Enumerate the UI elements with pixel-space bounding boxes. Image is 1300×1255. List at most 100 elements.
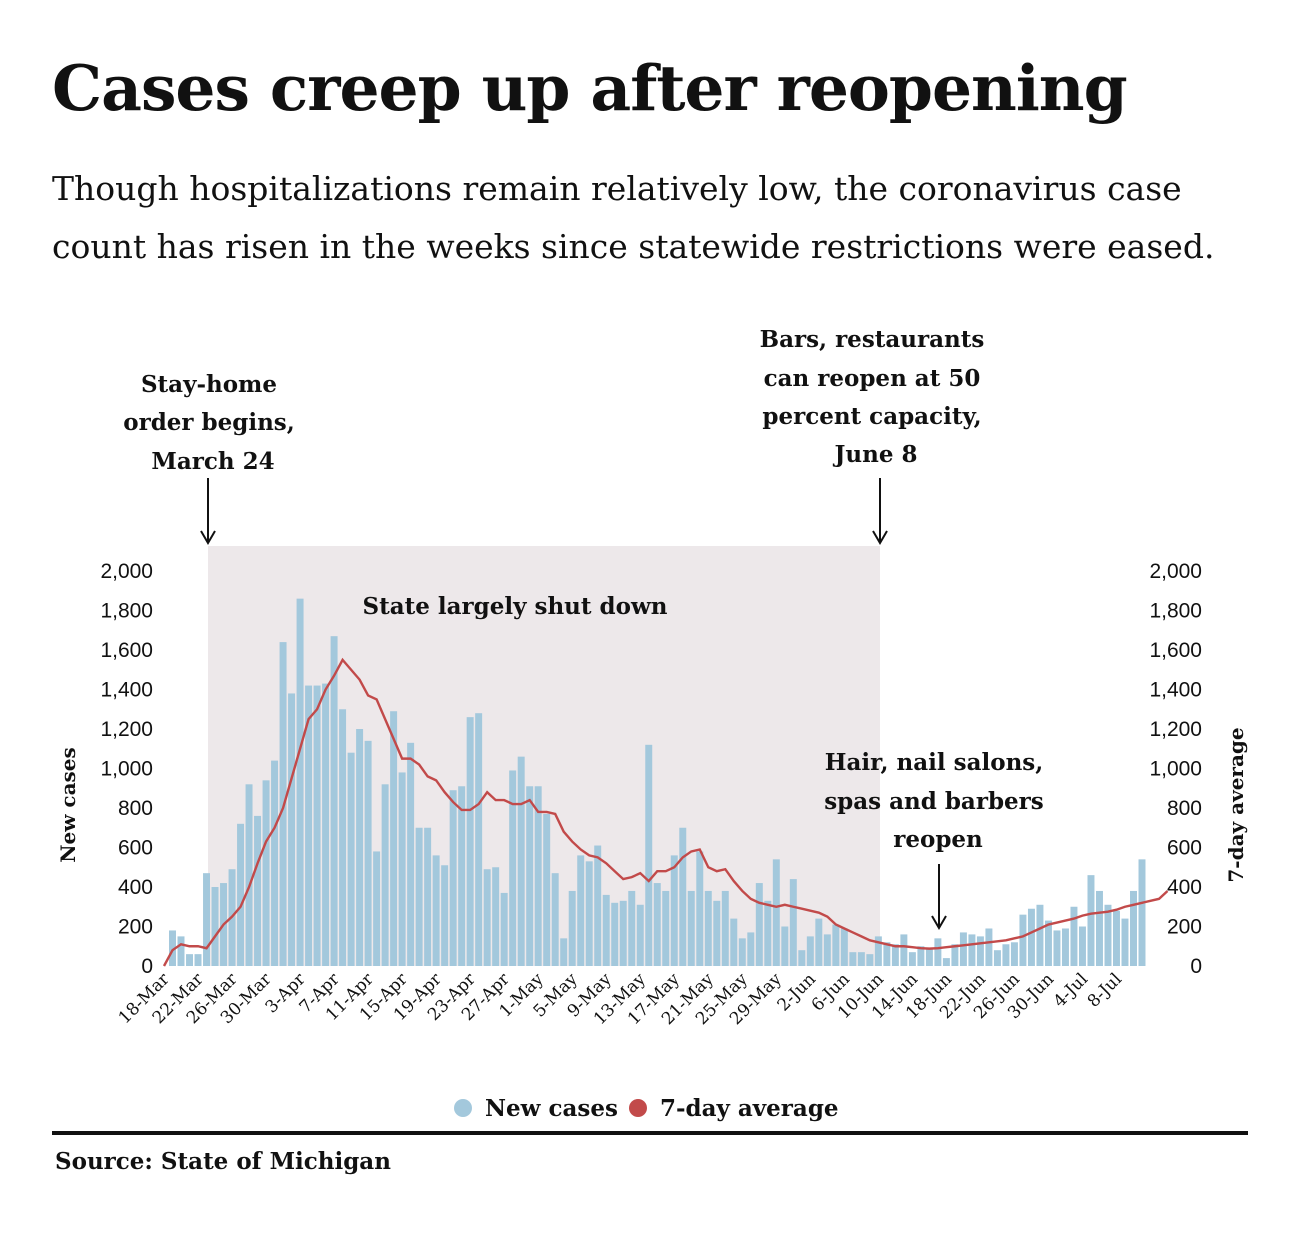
- bar: [951, 944, 959, 966]
- bar: [483, 869, 491, 966]
- bar: [577, 855, 585, 966]
- bar: [296, 598, 304, 966]
- bar: [415, 827, 423, 966]
- annotation-bars-reopen-line-2: can reopen at 50: [764, 365, 981, 392]
- bar: [211, 887, 219, 966]
- bar: [747, 932, 755, 966]
- bar: [713, 900, 721, 966]
- bar: [203, 873, 210, 966]
- bar: [874, 936, 882, 967]
- right-y-tick-label: 1,400: [1149, 679, 1202, 702]
- bar: [424, 827, 432, 966]
- left-y-tick-label: 600: [118, 837, 153, 860]
- right-y-axis-title: 7-day average: [1224, 727, 1248, 882]
- chart-svg: 0 200 400 600 800 1,000 1,200 1,400 1,600 1,800 2,…: [56, 326, 1248, 1122]
- bar: [891, 944, 899, 966]
- bar: [645, 744, 653, 966]
- right-y-tick-label: 1,200: [1149, 718, 1202, 741]
- bar: [560, 938, 568, 966]
- bar: [823, 934, 831, 966]
- bar: [866, 954, 874, 966]
- annotation-salons-line-2: spas and barbers: [824, 788, 1044, 815]
- right-y-tick-label: 1,600: [1149, 639, 1202, 662]
- chart-subtitle: Though hospitalizations remain relativel…: [52, 169, 1215, 266]
- bar: [934, 938, 942, 966]
- right-y-tick-label: 2,000: [1149, 560, 1202, 583]
- bar: [449, 790, 457, 966]
- annotation-bars-reopen: Bars, restaurants can reopen at 50 perce…: [760, 326, 993, 468]
- right-y-tick-label: 400: [1167, 876, 1202, 899]
- bar: [543, 813, 551, 966]
- bar: [883, 942, 891, 966]
- bar: [1061, 928, 1069, 966]
- bar: [670, 855, 678, 966]
- legend-swatch-7-day-average: [629, 1099, 647, 1117]
- bar: [551, 873, 559, 966]
- bar: [313, 685, 321, 966]
- bar: [602, 894, 610, 966]
- annotation-bars-reopen-line-4: June 8: [833, 441, 918, 468]
- bar: [1070, 906, 1078, 966]
- annotation-stay-home: Stay-home order begins, March 24: [123, 371, 303, 475]
- bar: [993, 950, 1001, 966]
- right-y-axis: 0 200 400 600 800 1,000 1,200 1,400 1,600 1,800 2,…: [1149, 560, 1202, 978]
- left-y-tick-label: 2,000: [100, 560, 153, 583]
- footer-rule: [52, 1131, 1248, 1135]
- bar: [245, 784, 253, 966]
- bar: [636, 904, 644, 966]
- bar: [696, 851, 704, 966]
- right-y-tick-label: 600: [1167, 837, 1202, 860]
- bar: [1019, 914, 1027, 966]
- bar: [1087, 875, 1095, 966]
- bar: [594, 845, 602, 966]
- bar: [789, 879, 797, 966]
- bar: [305, 685, 313, 966]
- left-y-tick-label: 400: [118, 876, 153, 899]
- line-series-7-day-average: [162, 657, 1169, 967]
- bar: [1121, 918, 1129, 966]
- left-y-tick-label: 1,200: [100, 718, 153, 741]
- bar: [832, 924, 840, 966]
- bar: [330, 636, 338, 966]
- left-y-tick-label: 1,400: [100, 679, 153, 702]
- bar: [1078, 926, 1086, 966]
- x-tick-label: 2-Jun: [774, 969, 820, 1015]
- left-y-tick-label: 1,600: [100, 639, 153, 662]
- bar: [772, 859, 780, 966]
- bar: [475, 713, 483, 966]
- bar: [1010, 942, 1018, 966]
- legend-swatch-new-cases: [454, 1099, 472, 1117]
- bar: [500, 892, 508, 966]
- bar: [857, 952, 865, 966]
- bar: [959, 932, 967, 966]
- right-y-tick-label: 800: [1167, 797, 1202, 820]
- bar: [517, 756, 525, 966]
- chart-title: Cases creep up after reopening: [52, 51, 1128, 125]
- x-tick-label: 4-Jul: [1050, 969, 1092, 1011]
- bar: [534, 786, 542, 966]
- legend: New cases 7-day average: [454, 1095, 839, 1122]
- right-y-tick-label: 1,800: [1149, 600, 1202, 623]
- bar: [373, 851, 381, 966]
- bar: [322, 683, 330, 966]
- bar: [1104, 904, 1112, 966]
- legend-label-new-cases: New cases: [485, 1095, 618, 1122]
- bar: [628, 890, 636, 966]
- arrow-stay-home: [200, 478, 216, 545]
- annotation-salons-line-1: Hair, nail salons,: [825, 749, 1044, 776]
- bar: [288, 693, 296, 966]
- bar: [458, 786, 466, 966]
- annotation-stay-home-line-3: March 24: [151, 448, 274, 475]
- bar: [492, 867, 500, 966]
- bar: [781, 926, 789, 966]
- bar: [194, 954, 202, 966]
- annotation-bars-reopen-line-1: Bars, restaurants: [760, 326, 985, 353]
- bar: [806, 936, 814, 967]
- bar: [381, 784, 389, 966]
- bar: [611, 902, 619, 966]
- bar: [347, 752, 355, 966]
- left-y-axis-title: New cases: [56, 747, 80, 863]
- bar: [1036, 904, 1044, 966]
- arrow-salons: [931, 864, 947, 930]
- bar: [339, 709, 347, 966]
